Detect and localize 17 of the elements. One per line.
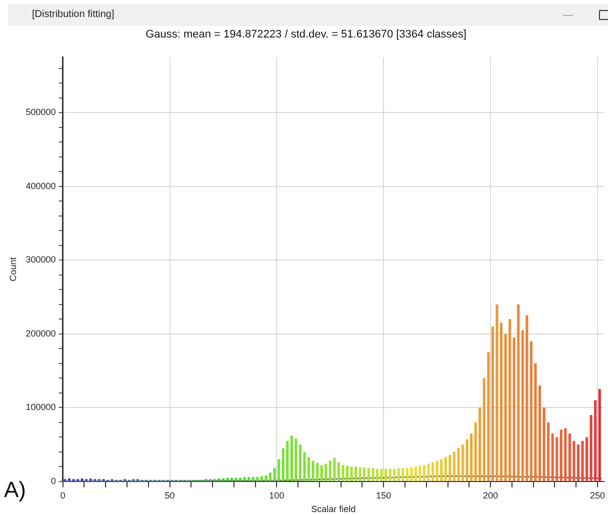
- y-tick-label: 0: [50, 476, 56, 486]
- x-axis-title: Scalar field: [311, 504, 356, 514]
- x-tick-label: 250: [590, 490, 606, 500]
- y-tick-label: 400000: [26, 180, 56, 191]
- chart-title: Gauss: mean = 194.872223 / std.dev. = 51.613670 [3364 classes]: [146, 28, 466, 41]
- y-tick-label: 300000: [26, 254, 56, 265]
- x-tick-label: 150: [376, 490, 392, 500]
- x-tick-label: 50: [164, 490, 175, 500]
- y-tick-label: 200000: [26, 328, 56, 338]
- x-tick-label: 200: [483, 490, 498, 500]
- text: A): [4, 477, 26, 503]
- x-tick-label: 100: [269, 490, 284, 500]
- text: [Distribution fitting]: [32, 8, 114, 22]
- y-axis-title: Count: [8, 256, 18, 282]
- y-tick-label: 500000: [26, 107, 56, 118]
- x-tick-label: 0: [60, 490, 66, 500]
- y-tick-label: 100000: [26, 402, 56, 412]
